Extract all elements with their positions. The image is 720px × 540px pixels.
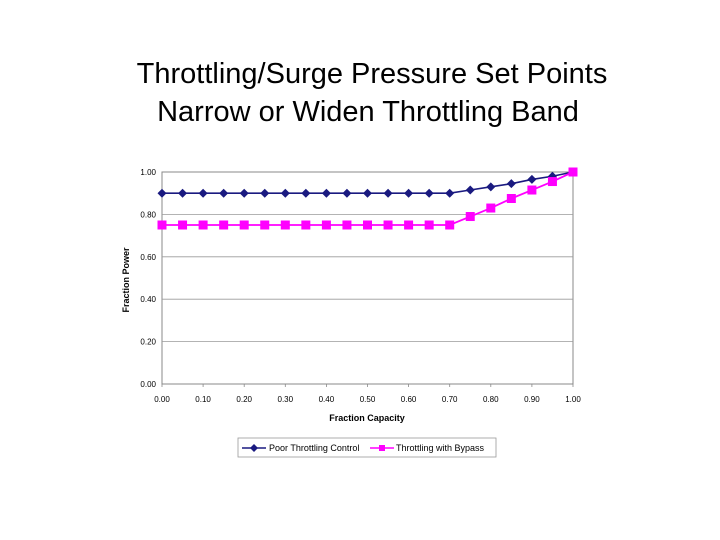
y-tick-label: 0.40 xyxy=(140,295,156,304)
legend-box xyxy=(237,437,497,458)
x-tick-label: 0.70 xyxy=(442,395,458,404)
series-2-point xyxy=(321,220,331,230)
series-2-point xyxy=(280,220,290,230)
series-1-point xyxy=(157,188,167,198)
series-1-point xyxy=(363,188,372,198)
series-2-point xyxy=(178,220,188,230)
series-2-point xyxy=(383,220,393,230)
y-tick-label: 0.80 xyxy=(140,210,156,219)
series-2-point xyxy=(157,220,167,230)
series-2-point xyxy=(424,220,434,230)
series-1-point xyxy=(404,188,414,198)
x-tick-label: 0.10 xyxy=(195,395,211,404)
plot-area xyxy=(161,171,574,385)
series-2-point xyxy=(301,220,311,230)
y-tick-label: 0.60 xyxy=(140,253,156,262)
series-2-point xyxy=(219,220,229,230)
series-2-point xyxy=(363,220,372,230)
series-1-point xyxy=(178,188,188,198)
series-1-point xyxy=(383,188,393,198)
series-2-point xyxy=(239,220,249,230)
series-2-point xyxy=(465,212,475,222)
y-tick-label: 1.00 xyxy=(140,168,156,177)
series-2-point xyxy=(404,220,414,230)
series-1-point xyxy=(260,188,270,198)
series-1-point xyxy=(219,188,229,198)
x-axis-label: Fraction Capacity xyxy=(329,413,405,423)
series-1-point xyxy=(527,174,537,184)
legend-swatch-marker-1 xyxy=(250,444,258,452)
y-axis-label: Fraction Power xyxy=(121,247,131,313)
y-tick-label: 0.00 xyxy=(140,380,156,389)
x-tick-label: 0.00 xyxy=(154,395,170,404)
x-tick-label: 0.90 xyxy=(524,395,540,404)
x-tick-label: 1.00 xyxy=(565,395,581,404)
series-2-point xyxy=(506,194,516,203)
legend-label-1: Poor Throttling Control xyxy=(269,443,359,453)
series-1-point xyxy=(445,188,455,198)
series-1-point xyxy=(239,188,249,198)
legend-swatch-marker-2 xyxy=(379,445,385,451)
series-2-point xyxy=(527,185,537,195)
series-1-point xyxy=(465,185,475,195)
series-1-point xyxy=(198,188,208,198)
x-tick-label: 0.80 xyxy=(483,395,499,404)
legend: Poor Throttling Control Throttling with … xyxy=(237,437,497,458)
series-2-point xyxy=(445,220,455,230)
series-2-point xyxy=(260,220,270,230)
slide-title-line1: Throttling/Surge Pressure Set Points xyxy=(136,58,608,90)
slide-title-line2: Narrow or Widen Throttling Band xyxy=(157,96,579,128)
y-axis-ticks: 0.00 0.20 0.40 0.60 0.80 1.00 xyxy=(140,168,156,389)
x-tick-label: 0.60 xyxy=(401,395,417,404)
x-tick-label: 0.20 xyxy=(236,395,252,404)
series-group xyxy=(157,167,578,230)
series-1-point xyxy=(424,188,434,198)
series-1-point xyxy=(280,188,290,198)
series-1-point xyxy=(301,188,311,198)
x-tick-label: 0.50 xyxy=(360,395,376,404)
legend-label-2: Throttling with Bypass xyxy=(396,443,485,453)
series-1-point xyxy=(486,182,496,192)
series-2-point xyxy=(486,203,496,213)
series-2-point xyxy=(547,177,557,187)
series-2-point xyxy=(568,167,578,177)
series-1-point xyxy=(342,188,352,198)
gridlines xyxy=(162,213,573,343)
series-2-point xyxy=(342,220,352,230)
series-2-point xyxy=(198,220,208,230)
x-axis-ticks: 0.00 0.10 0.20 0.30 0.40 0.50 0.60 0.70 0.80 0.90… xyxy=(154,384,581,404)
x-tick-label: 0.30 xyxy=(278,395,294,404)
y-tick-label: 0.20 xyxy=(140,338,156,347)
x-tick-label: 0.40 xyxy=(319,395,335,404)
series-1-point xyxy=(506,179,516,189)
series-1-point xyxy=(321,188,331,198)
